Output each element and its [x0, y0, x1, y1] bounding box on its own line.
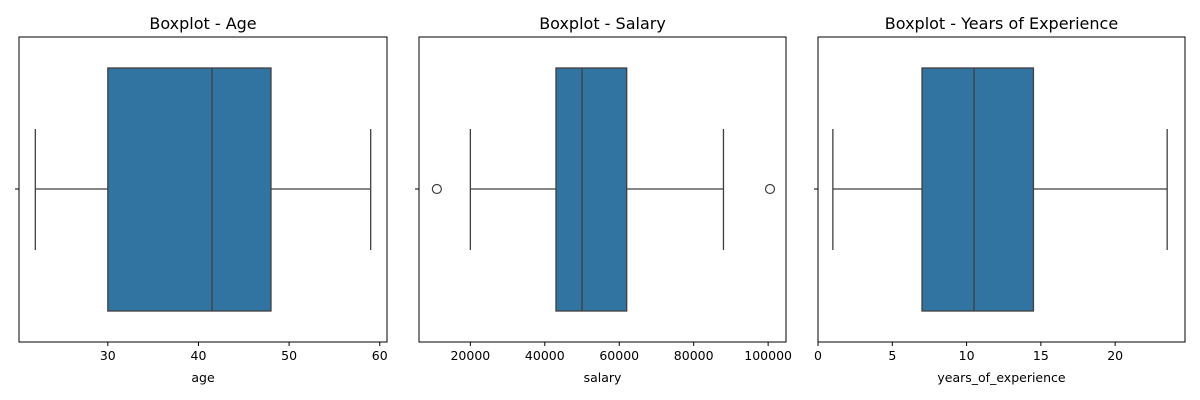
- x-tick-label: 60: [372, 348, 388, 363]
- outlier-point: [764, 183, 776, 195]
- outlier-point: [431, 183, 442, 195]
- x-tick-label: 30: [100, 348, 116, 363]
- x-tick-label: 40: [191, 348, 207, 363]
- chart-title: Boxplot - Salary: [539, 14, 666, 33]
- x-tick-label: 80000: [674, 348, 714, 363]
- iqr-box: [107, 67, 272, 312]
- x-tick-label: 20: [1107, 348, 1123, 363]
- chart-title: Boxplot - Years of Experience: [885, 14, 1118, 33]
- x-tick-label: 5: [888, 348, 896, 363]
- iqr-box: [921, 67, 1035, 312]
- boxplot-panel-2: 20000 40000 60000 80000 100000 Boxplot - Sala…: [415, 14, 792, 385]
- x-tick-label: 10: [959, 348, 975, 363]
- boxplot-panel-1: 30 40 50 60 Boxplot - Age age: [15, 14, 388, 385]
- boxplot-panel-3: 0 5 10 15 20 Boxplot - Years of Experience yea…: [814, 14, 1186, 385]
- x-axis-label: age: [191, 370, 215, 385]
- iqr-box: [555, 67, 628, 312]
- x-tick-label: 50: [281, 348, 297, 363]
- x-tick-label: 40000: [525, 348, 565, 363]
- x-tick-label: 15: [1033, 348, 1049, 363]
- x-tick-label: 0: [814, 348, 822, 363]
- x-tick-label: 60000: [599, 348, 639, 363]
- x-tick-label: 20000: [450, 348, 490, 363]
- x-tick-label: 100000: [744, 348, 792, 363]
- x-axis-label: years_of_experience: [937, 370, 1066, 385]
- chart-title: Boxplot - Age: [149, 14, 256, 33]
- x-axis-label: salary: [584, 370, 622, 385]
